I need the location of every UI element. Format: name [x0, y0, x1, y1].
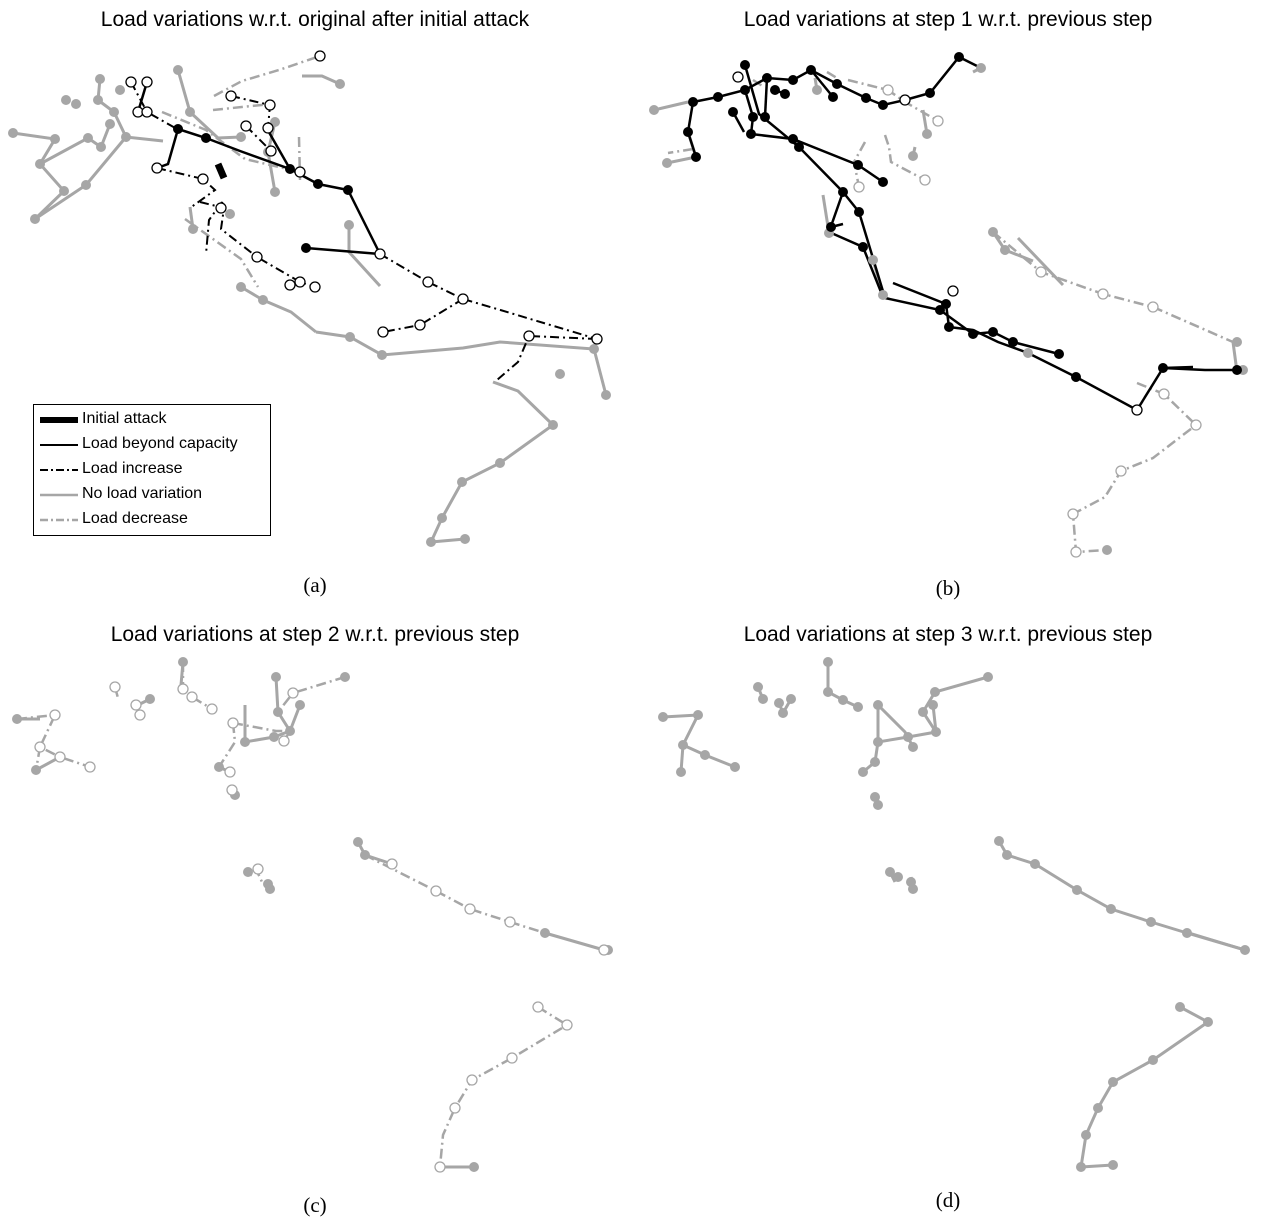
legend-item-beyond: Load beyond capacity [40, 434, 268, 456]
grey-nodes [658, 657, 1250, 1172]
beyond-lines [686, 55, 1237, 412]
beyond-lines [136, 81, 382, 256]
legend-item-decrease: Load decrease [40, 509, 268, 531]
panel-title: Load variations at step 1 w.r.t. previou… [743, 8, 1153, 31]
panel-d: Load variations at step 3 w.r.t. previou… [633, 623, 1263, 1223]
decrease-lines [667, 70, 1234, 554]
grey-nodes [8, 65, 611, 547]
panel-caption: (d) [935, 1188, 961, 1212]
open-grey-nodes [853, 84, 1202, 558]
panel-title: Load variations w.r.t. original after in… [100, 8, 530, 31]
panel-b: Load variations at step 1 w.r.t. previou… [633, 8, 1263, 608]
legend: Initial attack Load beyond capacity Load… [33, 404, 271, 536]
panel-caption: (b) [935, 576, 961, 600]
unchanged-lines [662, 662, 1246, 1169]
unchanged-lines [17, 661, 605, 1169]
decrease-lines [16, 662, 570, 1168]
legend-label: No load variation [82, 485, 203, 502]
network-diagram [649, 52, 1248, 558]
panel-a: Load variations w.r.t. original after in… [0, 8, 630, 608]
open-grey-nodes [34, 681, 610, 1173]
legend-label: Initial attack [82, 410, 167, 427]
panel-title: Load variations at step 3 w.r.t. previou… [743, 623, 1153, 646]
open-nodes [732, 71, 1143, 416]
network-diagram [12, 657, 613, 1173]
panel-caption: (c) [303, 1193, 327, 1217]
network-diagram [658, 657, 1250, 1172]
panel-c: Load variations at step 2 w.r.t. previou… [0, 623, 630, 1223]
legend-item-none: No load variation [40, 484, 268, 506]
panel-caption: (a) [303, 573, 327, 597]
black-nodes [173, 124, 353, 253]
legend-label: Load increase [82, 460, 183, 477]
network-diagram [8, 50, 611, 547]
panel-title: Load variations at step 2 w.r.t. previou… [110, 623, 520, 646]
grey-nodes [649, 63, 1248, 555]
black-nodes [683, 52, 1242, 382]
attack-line [214, 162, 228, 180]
legend-label: Load decrease [82, 510, 188, 527]
legend-item-attack: Initial attack [40, 409, 268, 431]
legend-item-increase: Load increase [40, 459, 268, 481]
decrease-lines [161, 54, 321, 288]
grey-nodes [12, 657, 613, 1172]
legend-label: Load beyond capacity [82, 435, 238, 452]
open-nodes [125, 50, 603, 345]
